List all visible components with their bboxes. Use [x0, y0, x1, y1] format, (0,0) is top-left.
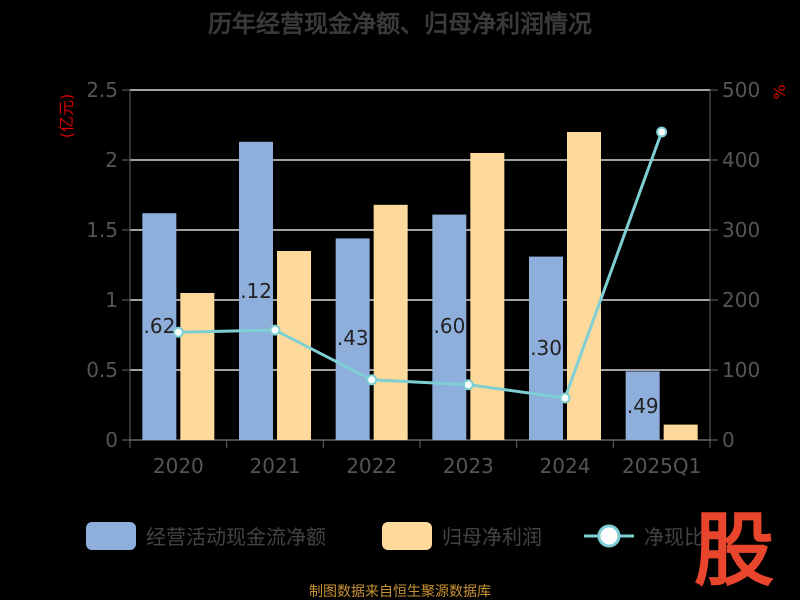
axes: 0 0.5 1 1.5 2 2.5 0 100 200 300 400 500 2020 2021 2022… — [86, 78, 760, 478]
y-left-tick-label: 0.5 — [86, 358, 118, 382]
bar-cashflow — [239, 141, 273, 441]
y-right-tick-label: 500 — [722, 78, 760, 102]
legend-label-netprofit: 归母净利润 — [442, 525, 542, 549]
line-point — [656, 126, 668, 138]
y-right-tick-label: 300 — [722, 218, 760, 242]
legend-swatch-ratio-marker — [597, 524, 621, 548]
bars — [142, 132, 698, 441]
data-label-cashflow: .12 — [240, 279, 272, 303]
legend-label-cashflow: 经营活动现金流净额 — [146, 525, 326, 549]
bar-netprofit — [663, 424, 698, 440]
x-tick-label: 2022 — [346, 454, 397, 478]
line-point — [366, 374, 378, 386]
y-right-tick-label: 200 — [722, 288, 760, 312]
x-tick-label: 2024 — [540, 454, 591, 478]
source-note: 制图数据来自恒生聚源数据库 — [309, 584, 491, 600]
line-point — [269, 324, 281, 336]
line-point — [559, 392, 571, 404]
x-tick-label: 2023 — [443, 454, 494, 478]
y-left-tick-label: 2 — [105, 148, 118, 172]
y-left-unit: (亿元) — [57, 94, 76, 139]
bar-cashflow — [625, 371, 660, 440]
y-left-tick-label: 2.5 — [86, 78, 118, 102]
bar-cashflow — [432, 214, 467, 440]
bar-netprofit — [470, 153, 505, 440]
bar-cashflow — [529, 256, 563, 440]
y-left-tick-label: 1.5 — [86, 218, 118, 242]
y-right-tick-label: 100 — [722, 358, 760, 382]
chart-title: 历年经营现金净额、归母净利润情况 — [208, 10, 592, 38]
line-ratio — [178, 131, 664, 400]
x-tick-label: 2020 — [153, 454, 204, 478]
legend-swatch-netprofit — [382, 522, 432, 550]
bar-cashflow — [142, 213, 177, 440]
line-point — [462, 379, 474, 391]
x-tick-label: 2025Q1 — [622, 454, 701, 478]
line-series — [172, 126, 668, 404]
bar-netprofit — [567, 132, 601, 440]
bar-netprofit — [180, 293, 215, 440]
data-labels: .62 .12 .43 .60 .30 .49 — [144, 279, 659, 418]
data-label-cashflow: .30 — [530, 336, 562, 360]
y-left-tick-label: 1 — [105, 288, 118, 312]
data-label-cashflow: .49 — [627, 394, 659, 418]
brand-logo-glyph: 股 — [694, 504, 774, 597]
data-label-cashflow: .62 — [144, 314, 176, 338]
y-right-tick-label: 400 — [722, 148, 760, 172]
bar-netprofit — [373, 204, 408, 440]
x-tick-label: 2021 — [250, 454, 301, 478]
bar-cashflow — [335, 238, 370, 440]
data-label-cashflow: .43 — [337, 326, 369, 350]
grid — [130, 89, 710, 371]
legend: 经营活动现金流净额 归母净利润 净现比 — [86, 522, 704, 550]
y-left-tick-label: 0 — [105, 428, 118, 452]
legend-swatch-cashflow — [86, 522, 136, 550]
data-label-cashflow: .60 — [434, 314, 466, 338]
y-right-unit: % — [770, 84, 789, 99]
y-right-tick-label: 0 — [722, 428, 735, 452]
line-point — [172, 326, 184, 338]
legend-label-ratio: 净现比 — [644, 525, 704, 549]
